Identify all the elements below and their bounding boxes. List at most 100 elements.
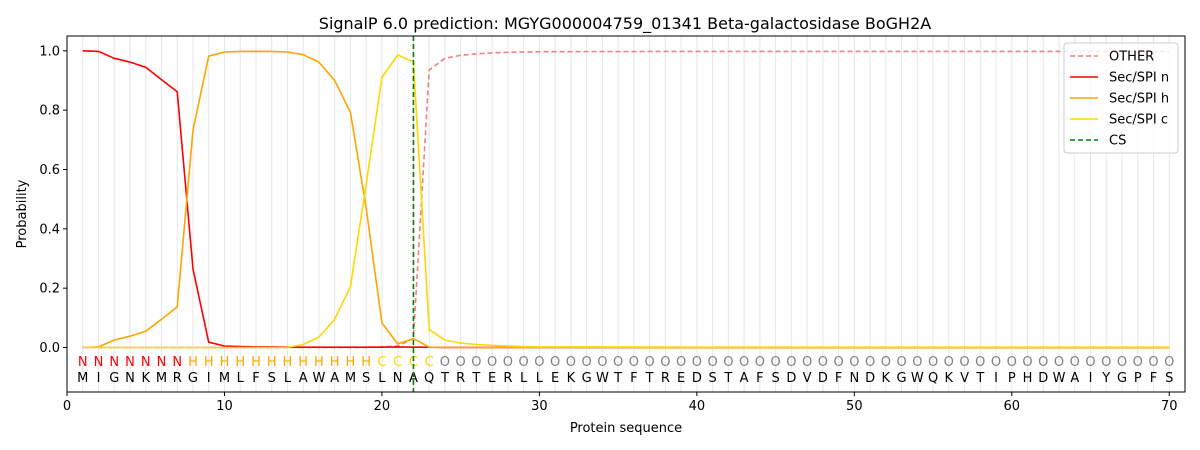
region-label: C xyxy=(425,355,434,370)
region-label: N xyxy=(78,355,88,370)
residue-label: F xyxy=(756,371,763,386)
region-label: O xyxy=(770,355,780,370)
chart-legend: OTHER Sec/SPI n Sec/SPI h Sec/SPI c CS xyxy=(1063,42,1179,154)
residue-label: F xyxy=(630,371,637,386)
residue-label: G xyxy=(897,371,907,386)
residue-label: D xyxy=(692,371,702,386)
residue-label: W xyxy=(596,371,609,386)
residue-label: T xyxy=(723,371,732,386)
residue-label: N xyxy=(849,371,859,386)
residue-label: R xyxy=(661,371,670,386)
residue-label: I xyxy=(207,371,211,386)
region-label: N xyxy=(125,355,135,370)
region-label: O xyxy=(676,355,686,370)
y-tick-label: 1.0 xyxy=(39,44,60,59)
region-label: O xyxy=(1117,355,1127,370)
x-tick-label: 70 xyxy=(1161,399,1178,414)
region-label: O xyxy=(959,355,969,370)
residue-label: A xyxy=(330,371,339,386)
residue-label: W xyxy=(313,371,326,386)
region-label: H xyxy=(267,355,277,370)
region-label: O xyxy=(597,355,607,370)
region-label: H xyxy=(346,355,356,370)
residue-label: E xyxy=(677,371,685,386)
region-label: O xyxy=(739,355,749,370)
residue-label: E xyxy=(551,371,559,386)
region-label: O xyxy=(566,355,576,370)
residue-label: T xyxy=(471,371,480,386)
residue-label: L xyxy=(237,371,245,386)
residue-label: D xyxy=(818,371,828,386)
legend-label: Sec/SPI n xyxy=(1109,71,1169,86)
region-label: H xyxy=(251,355,261,370)
residue-label: D xyxy=(865,371,875,386)
residue-label: A xyxy=(740,371,749,386)
region-label: O xyxy=(896,355,906,370)
region-label: O xyxy=(991,355,1001,370)
x-tick-label: 30 xyxy=(531,399,548,414)
region-label: N xyxy=(141,355,151,370)
residue-label: F xyxy=(1150,371,1157,386)
residue-label: G xyxy=(188,371,198,386)
region-label: H xyxy=(235,355,245,370)
residue-label: R xyxy=(173,371,182,386)
chart-title: SignalP 6.0 prediction: MGYG000004759_01… xyxy=(319,14,931,34)
residue-label: L xyxy=(520,371,528,386)
region-label: O xyxy=(503,355,513,370)
region-label: O xyxy=(881,355,891,370)
region-label: O xyxy=(534,355,544,370)
region-label: O xyxy=(550,355,560,370)
residue-label: T xyxy=(645,371,654,386)
residue-label: Q xyxy=(928,371,938,386)
region-label: H xyxy=(220,355,230,370)
x-axis-ticks: 0 10 20 30 40 50 60 70 xyxy=(63,392,1178,414)
region-label: O xyxy=(928,355,938,370)
region-label: H xyxy=(314,355,324,370)
region-label: O xyxy=(975,355,985,370)
residue-label: T xyxy=(975,371,984,386)
residue-label: V xyxy=(803,371,812,386)
y-axis-label: Probability xyxy=(15,179,30,248)
x-tick-label: 50 xyxy=(846,399,863,414)
region-label: H xyxy=(204,355,214,370)
residue-label: M xyxy=(77,371,88,386)
region-label: H xyxy=(330,355,340,370)
region-label: O xyxy=(1101,355,1111,370)
region-label: O xyxy=(1054,355,1064,370)
residue-label: M xyxy=(219,371,230,386)
residue-label: E xyxy=(488,371,496,386)
residue-label: F xyxy=(835,371,842,386)
region-label: C xyxy=(393,355,402,370)
residue-label: L xyxy=(378,371,386,386)
residue-label: P xyxy=(1008,371,1016,386)
region-label: O xyxy=(1164,355,1174,370)
y-tick-label: 0.6 xyxy=(39,163,60,178)
legend-label: Sec/SPI c xyxy=(1109,113,1168,128)
x-tick-label: 60 xyxy=(1004,399,1021,414)
residue-label: H xyxy=(1023,371,1033,386)
region-label: O xyxy=(865,355,875,370)
region-label: O xyxy=(755,355,765,370)
region-label: O xyxy=(582,355,592,370)
sequence-annotation: NMNINGNNNKNMNRHGHIHMHLHFHSHLHAHWHAHMHSCL… xyxy=(77,355,1174,386)
residue-label: S xyxy=(771,371,779,386)
region-label: O xyxy=(487,355,497,370)
residue-label: A xyxy=(409,371,418,386)
residue-label: A xyxy=(299,371,308,386)
region-label: O xyxy=(692,355,702,370)
region-label: O xyxy=(1007,355,1017,370)
y-tick-label: 0.0 xyxy=(39,341,60,356)
region-label: N xyxy=(172,355,182,370)
residue-label: T xyxy=(613,371,622,386)
residue-label: F xyxy=(252,371,259,386)
region-label: H xyxy=(298,355,308,370)
residue-label: K xyxy=(567,371,576,386)
series-lines xyxy=(82,36,1170,392)
x-axis-label: Protein sequence xyxy=(570,421,682,436)
residue-label: I xyxy=(1089,371,1093,386)
residue-label: M xyxy=(156,371,167,386)
y-tick-label: 0.8 xyxy=(39,104,60,119)
legend-box xyxy=(1063,42,1179,154)
